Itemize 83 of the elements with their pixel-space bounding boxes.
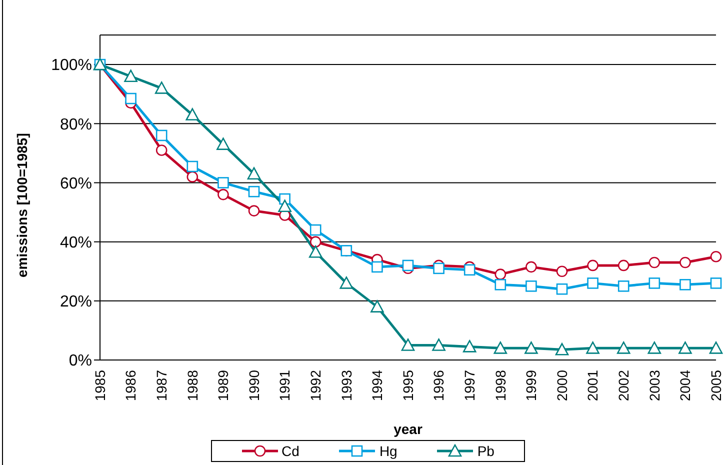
x-tick-label: 2002 bbox=[616, 370, 632, 402]
point bbox=[462, 340, 476, 352]
point bbox=[526, 280, 537, 292]
x-tick-label: 1985 bbox=[92, 370, 108, 402]
x-tick-label: 1997 bbox=[462, 370, 478, 402]
y-tick-label: 60% bbox=[60, 175, 92, 192]
point bbox=[186, 160, 198, 172]
x-tick-label: 1990 bbox=[246, 370, 262, 402]
x-axis-title: year bbox=[394, 421, 423, 437]
point bbox=[432, 338, 446, 351]
x-tick-label: 1994 bbox=[369, 370, 386, 402]
point bbox=[310, 236, 322, 248]
x-tick-label: 1987 bbox=[154, 370, 170, 402]
x-tick-label: 1996 bbox=[430, 370, 447, 402]
y-tick-label: 80% bbox=[60, 116, 92, 134]
point bbox=[710, 250, 722, 262]
x-tick-label: 1988 bbox=[184, 370, 200, 402]
point bbox=[248, 205, 260, 216]
y-axis-title: emissions [100=1985] bbox=[14, 133, 30, 278]
x-tick-label: 1998 bbox=[492, 370, 508, 402]
x-tick-label: 1993 bbox=[338, 370, 354, 402]
point bbox=[248, 186, 260, 198]
point bbox=[372, 261, 383, 273]
point bbox=[709, 342, 723, 354]
point bbox=[556, 283, 568, 295]
point bbox=[310, 224, 322, 236]
point bbox=[401, 338, 415, 351]
point bbox=[618, 260, 630, 272]
point bbox=[555, 343, 569, 356]
x-tick-label: 1999 bbox=[523, 370, 540, 402]
point bbox=[616, 342, 630, 354]
point bbox=[526, 261, 537, 273]
point bbox=[587, 260, 598, 272]
point bbox=[308, 246, 322, 258]
legend-label: Hg bbox=[378, 443, 398, 459]
y-tick-label: 20% bbox=[60, 294, 92, 311]
point bbox=[125, 92, 136, 104]
point bbox=[278, 200, 292, 212]
point bbox=[494, 279, 506, 290]
point bbox=[433, 262, 444, 274]
x-tick-label: 2000 bbox=[554, 370, 570, 402]
point bbox=[370, 300, 384, 312]
point bbox=[156, 130, 168, 142]
point bbox=[494, 268, 506, 280]
point bbox=[587, 278, 598, 289]
point bbox=[648, 256, 660, 268]
point bbox=[680, 279, 691, 290]
x-tick-label: 2004 bbox=[677, 370, 694, 402]
x-tick-label: 2003 bbox=[646, 370, 662, 402]
point bbox=[648, 278, 660, 289]
point bbox=[247, 167, 261, 180]
point bbox=[710, 278, 722, 289]
x-tick-label: 2001 bbox=[584, 370, 601, 402]
point bbox=[680, 256, 691, 268]
point bbox=[156, 144, 168, 156]
point bbox=[494, 342, 508, 354]
point bbox=[218, 188, 229, 200]
point bbox=[186, 171, 198, 182]
x-tick-label: 1995 bbox=[400, 370, 416, 402]
point bbox=[556, 266, 568, 278]
legend-label: Pb bbox=[476, 443, 494, 459]
x-tick-label: 1989 bbox=[215, 370, 232, 402]
y-tick-label: 100% bbox=[51, 57, 92, 74]
point bbox=[402, 260, 414, 272]
point bbox=[524, 342, 538, 354]
point bbox=[678, 342, 692, 354]
x-tick-label: 1992 bbox=[308, 370, 324, 402]
x-tick-label: 1986 bbox=[122, 370, 139, 402]
point bbox=[216, 138, 230, 150]
point bbox=[618, 280, 630, 292]
point bbox=[124, 70, 138, 82]
x-tick-label: 1991 bbox=[276, 370, 293, 402]
x-tick-label: 2005 bbox=[708, 370, 724, 402]
y-tick-label: 0% bbox=[68, 352, 92, 370]
point bbox=[648, 342, 662, 354]
point bbox=[340, 276, 354, 289]
legend-label: Cd bbox=[280, 443, 300, 459]
point bbox=[218, 177, 229, 188]
y-tick-label: 40% bbox=[60, 234, 92, 252]
point bbox=[586, 342, 600, 354]
point bbox=[186, 108, 200, 120]
point bbox=[464, 264, 476, 276]
point bbox=[154, 82, 168, 94]
